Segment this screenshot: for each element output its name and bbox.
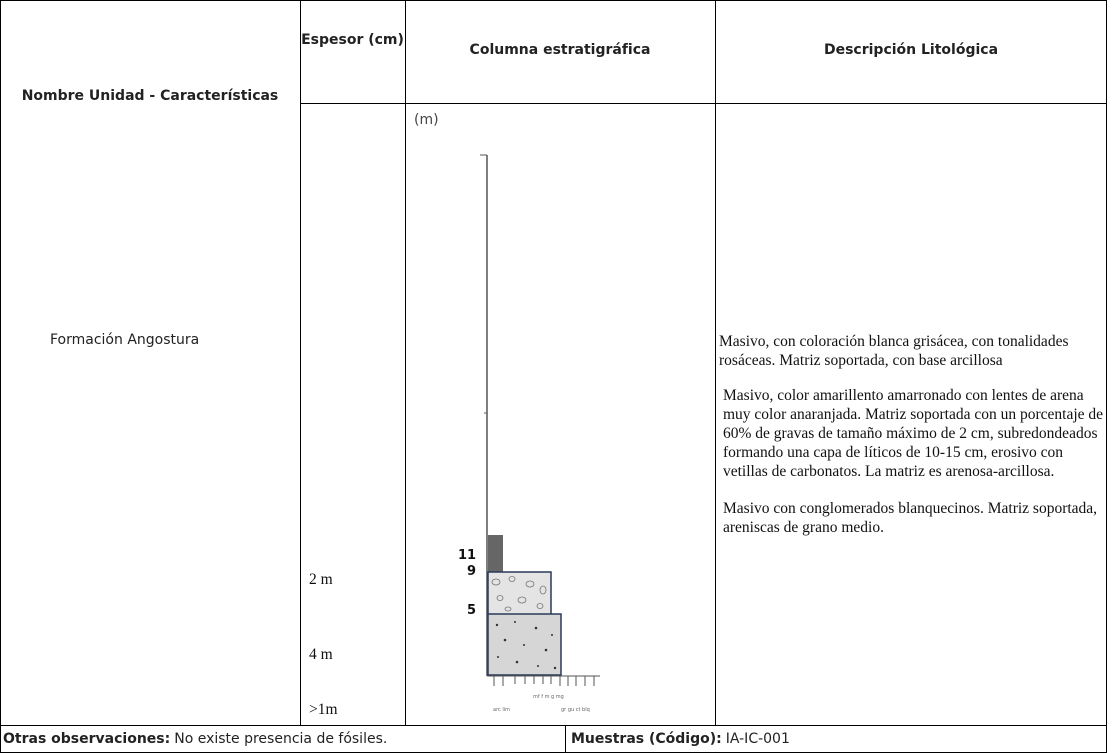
samples-label: Muestras (Código): — [571, 731, 722, 747]
thickness: 2 m — [309, 571, 333, 588]
unit-name: Formación Angostura — [50, 332, 200, 348]
level-label: 11 — [458, 548, 477, 563]
level-label: 5 — [467, 603, 477, 618]
samples-text: IA-IC-001 — [725, 731, 790, 747]
observations: Otras observaciones: No existe presencia … — [3, 731, 387, 747]
thickness: >1m — [309, 701, 338, 718]
observations-text: No existe presencia de fósiles. — [174, 731, 388, 747]
descriptions: Masivo, con coloración blanca grisácea, … — [719, 332, 1107, 553]
level-label: 9 — [467, 564, 477, 579]
grain-label: gr gu ct blq — [561, 707, 590, 713]
header-description: Descripción Litológica — [823, 42, 999, 58]
grain-label: mf f m g mg — [533, 694, 564, 700]
header-column: Columna estratigráfica — [469, 42, 651, 58]
samples: Muestras (Código): IA-IC-001 — [571, 731, 790, 747]
description: Masivo, color amarillento amarronado con… — [723, 387, 1104, 480]
thickness: 4 m — [309, 646, 333, 663]
observations-label: Otras observaciones: — [3, 731, 171, 747]
description: Masivo con conglomerados blanquecinos. M… — [723, 500, 1098, 536]
strat-column — [480, 154, 600, 686]
grain-label: arc lim — [493, 707, 510, 713]
header-thickness: Espesor (cm) — [301, 32, 404, 48]
header-unit: Nombre Unidad - Características — [21, 88, 279, 104]
column-unit: (m) — [414, 112, 439, 128]
description: Masivo, con coloración blanca grisácea, … — [719, 333, 1069, 369]
